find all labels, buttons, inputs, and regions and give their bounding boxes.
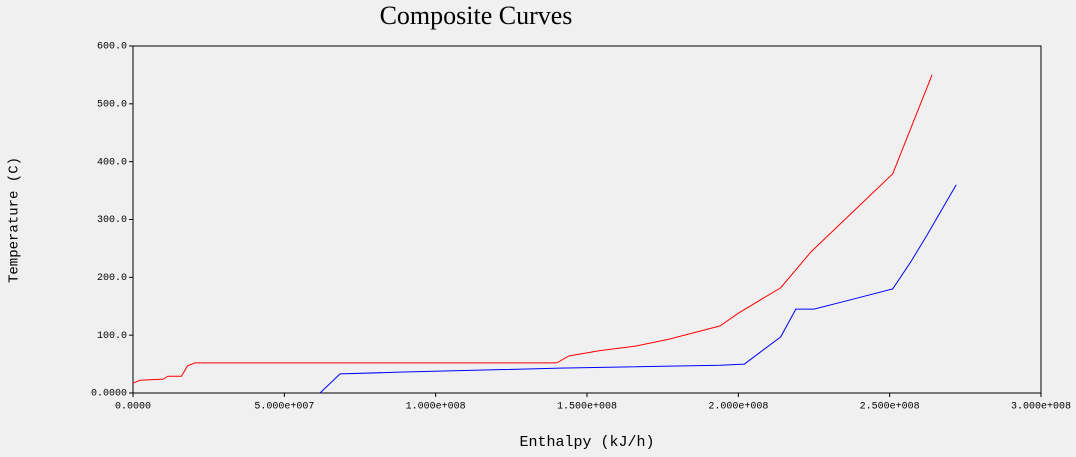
y-tick-label: 200.0 <box>97 273 127 284</box>
y-tick-label: 400.0 <box>97 157 127 168</box>
y-tick-label: 300.0 <box>97 215 127 226</box>
x-tick-label: 3.000e+008 <box>1011 402 1071 413</box>
x-tick-label: 1.000e+008 <box>406 402 466 413</box>
y-tick-label: 100.0 <box>97 331 127 342</box>
x-tick-label: 5.000e+007 <box>254 402 314 413</box>
series-line <box>319 184 957 394</box>
y-tick-label: 500.0 <box>97 99 127 110</box>
x-tick-label: 1.500e+008 <box>557 402 617 413</box>
y-axis-label: Temperature (C) <box>7 157 23 283</box>
x-axis-label: Enthalpy (kJ/h) <box>519 434 654 451</box>
x-tick-label: 2.000e+008 <box>708 402 768 413</box>
plot-area <box>132 45 1042 394</box>
x-tick-label: 0.0000 <box>115 402 151 413</box>
series-line <box>132 74 933 384</box>
y-tick-label: 0.0000 <box>91 389 127 400</box>
chart-title: Composite Curves <box>380 1 573 30</box>
x-tick-label: 2.500e+008 <box>860 402 920 413</box>
y-tick-label: 600.0 <box>97 42 127 53</box>
